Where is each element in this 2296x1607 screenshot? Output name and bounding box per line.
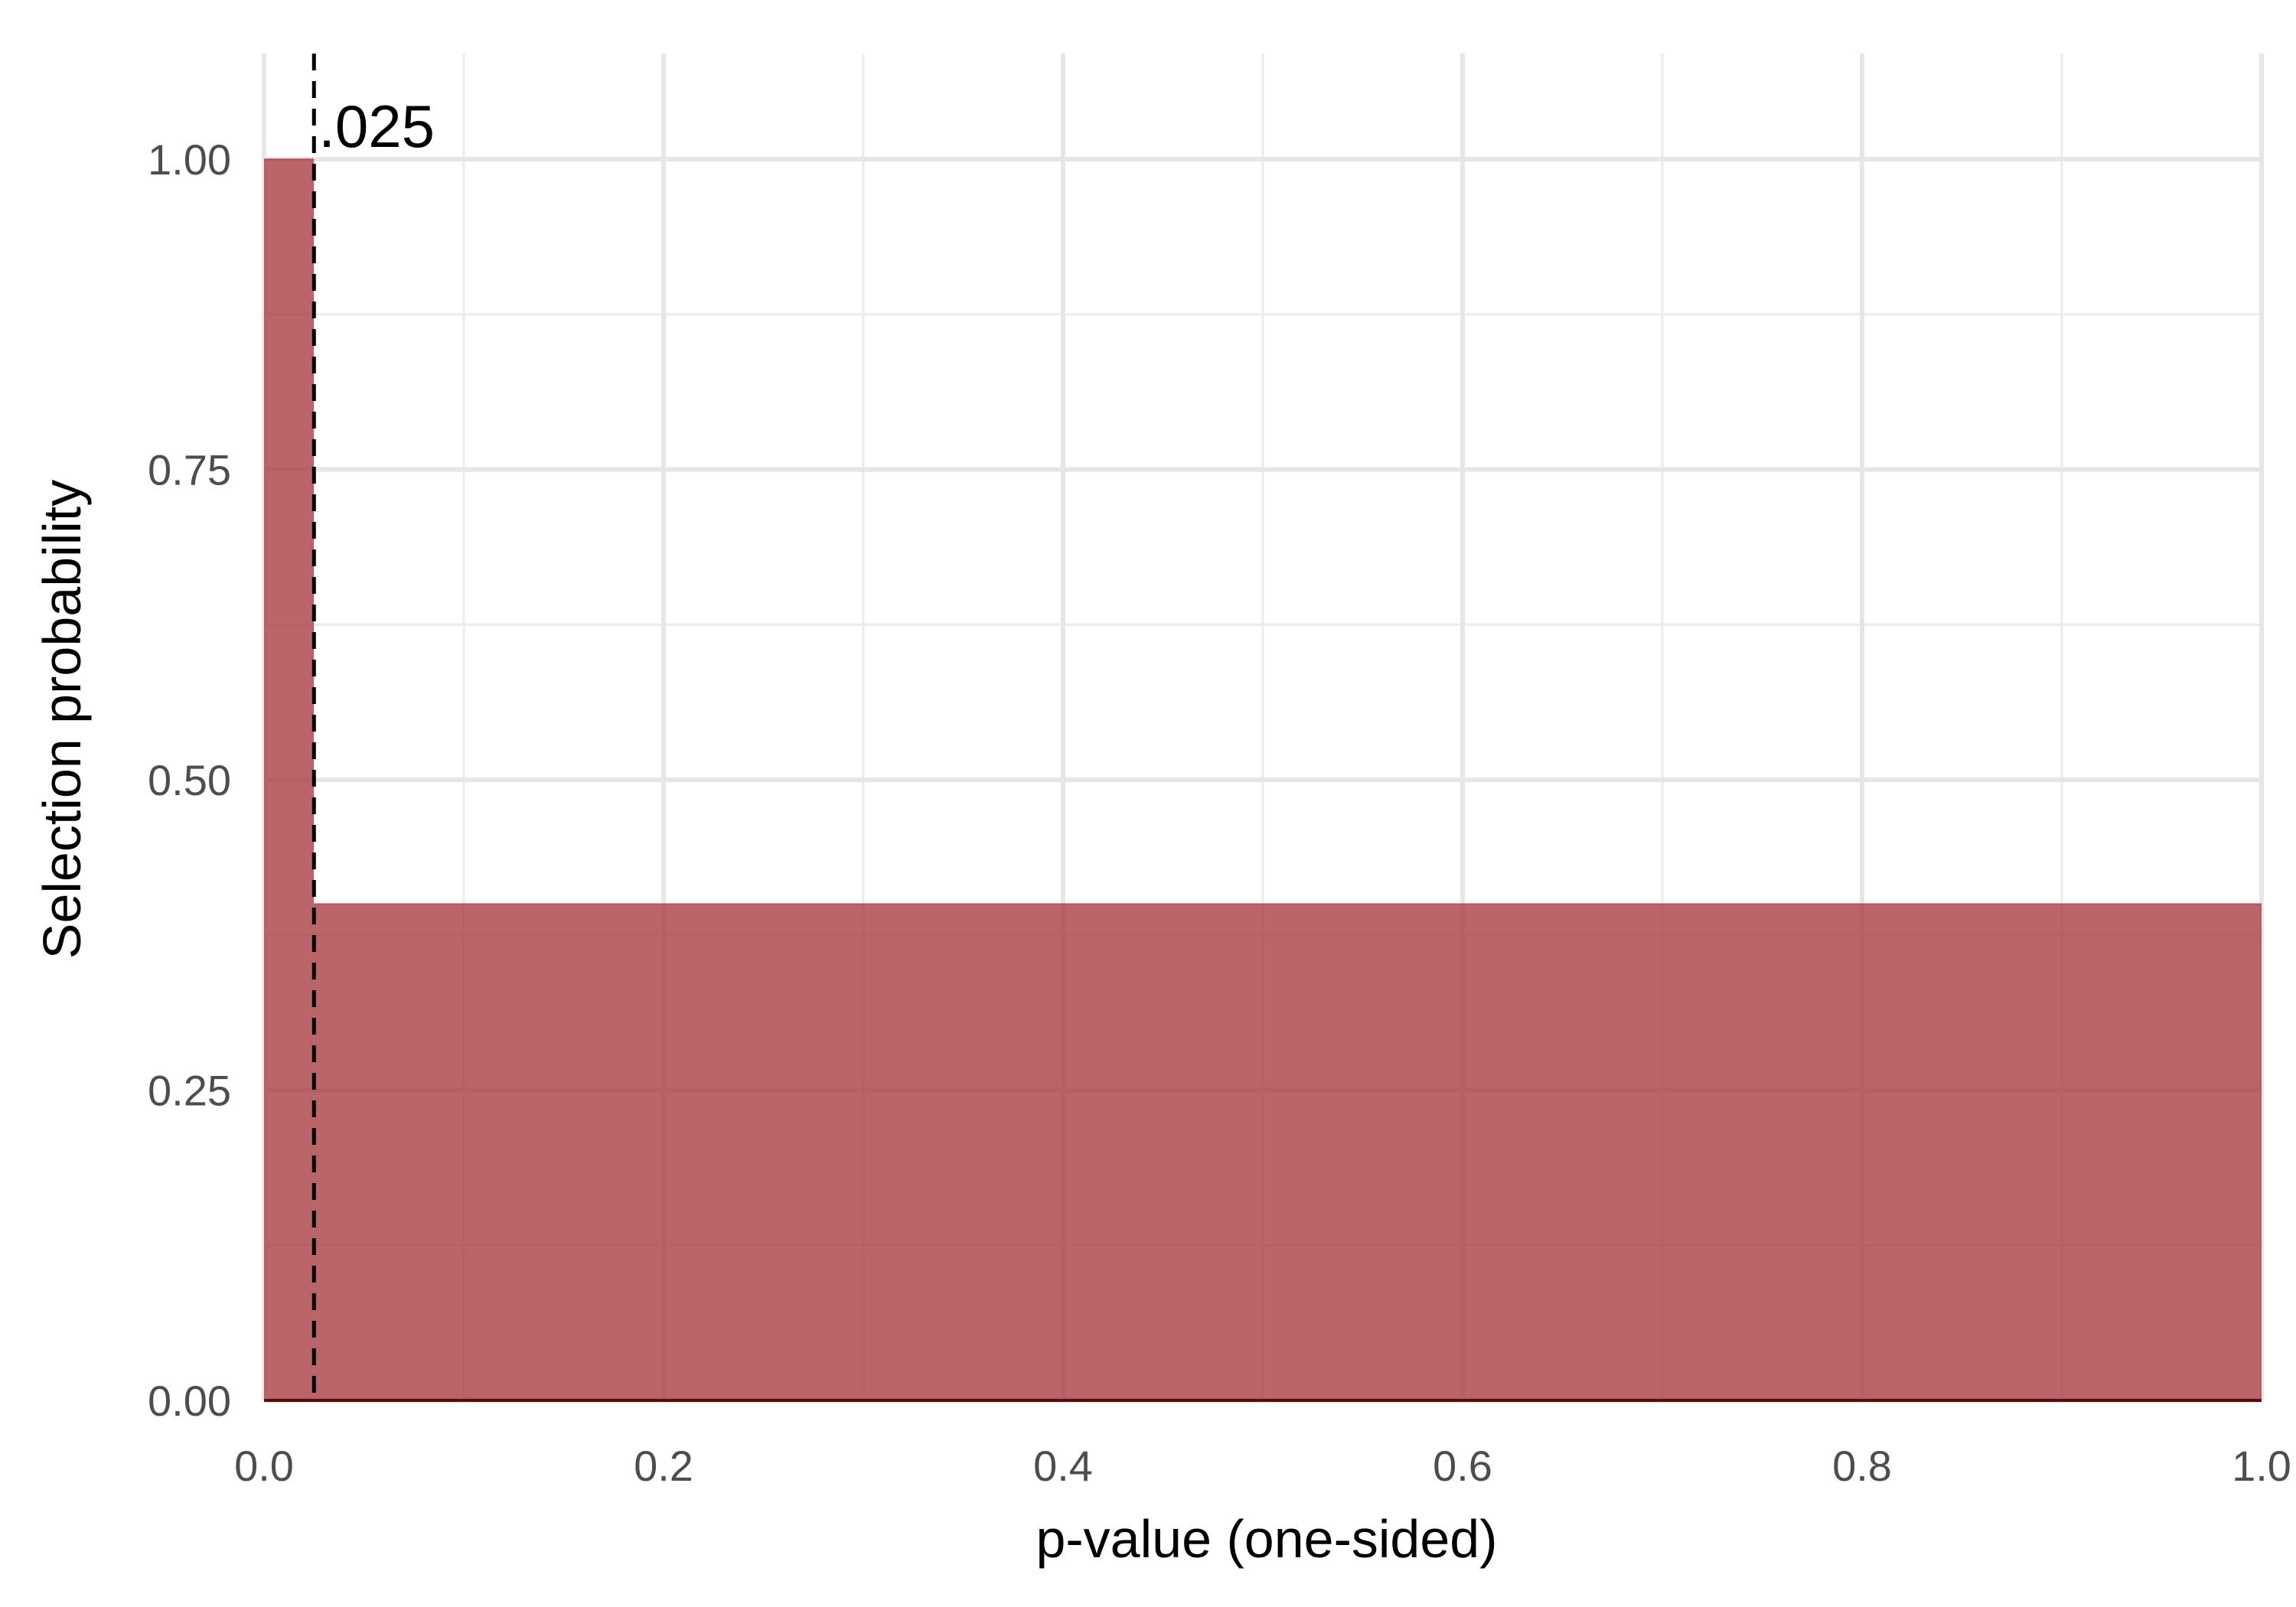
- y-axis-title: Selection probability: [32, 480, 92, 959]
- threshold-label: .025: [318, 93, 435, 160]
- y-tick-label: 0.50: [148, 756, 231, 804]
- x-tick-label: 0.2: [634, 1442, 693, 1490]
- threshold-marker: .025: [311, 54, 435, 1400]
- x-axis-title: p-value (one-sided): [1035, 1509, 1497, 1569]
- x-tick-label: 0.0: [234, 1442, 294, 1490]
- selection-probability-area: [264, 159, 2262, 1400]
- x-axis-tick-labels: 0.0 0.2 0.4 0.6 0.8 1.0: [234, 1442, 2291, 1490]
- y-tick-label: 0.75: [148, 446, 231, 494]
- y-tick-label: 0.00: [148, 1377, 231, 1425]
- y-axis-tick-labels: 0.00 0.25 0.50 0.75 1.00: [148, 135, 231, 1425]
- x-tick-label: 0.6: [1433, 1442, 1492, 1490]
- x-tick-label: 0.8: [1832, 1442, 1892, 1490]
- x-tick-label: 0.4: [1033, 1442, 1093, 1490]
- x-tick-label: 1.0: [2232, 1442, 2291, 1490]
- y-tick-label: 0.25: [148, 1067, 231, 1115]
- y-tick-label: 1.00: [148, 135, 231, 184]
- step-area: [264, 158, 2262, 1402]
